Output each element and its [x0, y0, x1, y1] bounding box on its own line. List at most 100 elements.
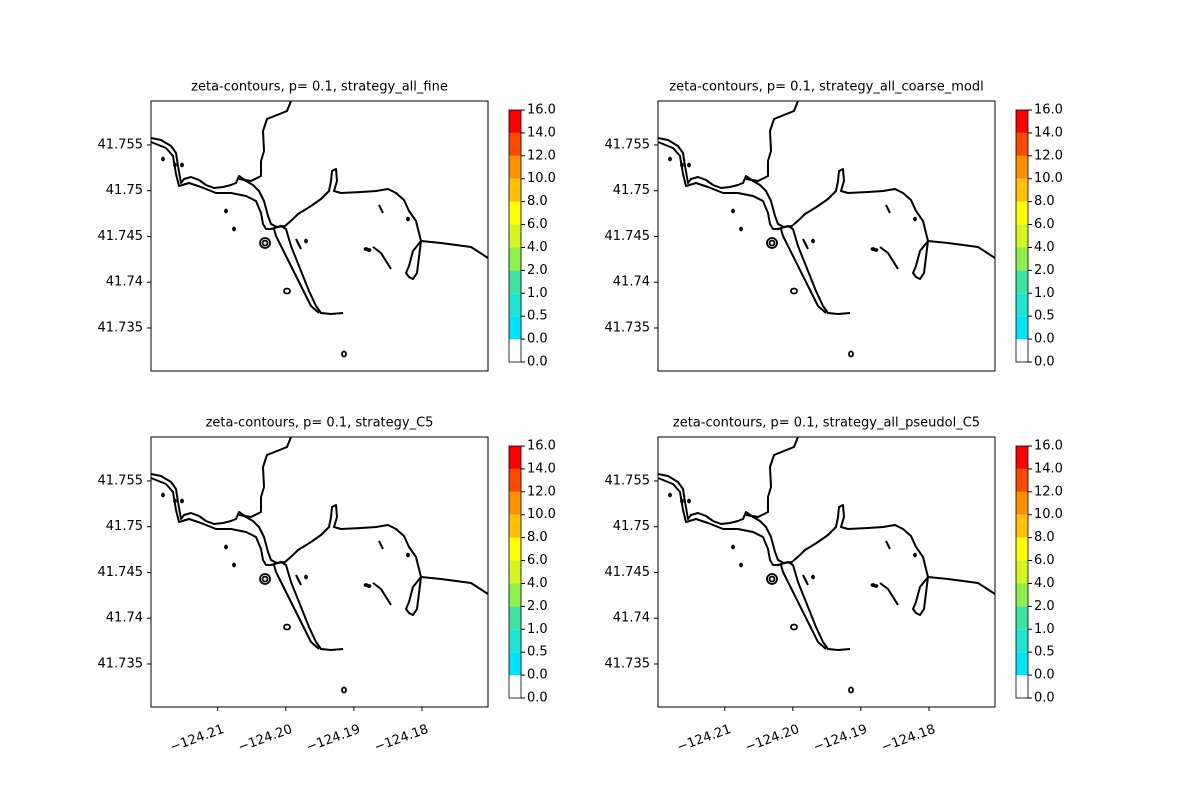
y-tick-label: 41.745	[605, 229, 651, 244]
plot-frame	[150, 100, 489, 372]
island	[739, 562, 743, 568]
coastline	[657, 436, 996, 694]
y-tick-label: 41.735	[605, 656, 651, 671]
colorbar-band	[1016, 339, 1028, 362]
colorbar-tick-label: 10.0	[527, 171, 556, 186]
colorbar-band	[1016, 560, 1028, 584]
colorbar-tick-label: 1.0	[527, 622, 548, 637]
colorbar-frame	[508, 445, 522, 699]
coast-line	[150, 137, 489, 259]
colorbar-tick-label: 1.0	[1034, 622, 1055, 637]
colorbar-tick-label: 16.0	[527, 103, 556, 118]
colorbar-band	[1016, 132, 1028, 156]
x-tick-label: −124.18	[879, 722, 937, 755]
colorbar-tick-label: 2.0	[1034, 599, 1055, 614]
colorbar-band	[1016, 491, 1028, 515]
coastline	[657, 100, 996, 358]
island	[687, 498, 691, 504]
coast-line	[657, 141, 851, 315]
colorbar-band	[1016, 201, 1028, 225]
colorbar-tick-label: 16.0	[1034, 439, 1063, 454]
colorbar-band	[1016, 514, 1028, 538]
colorbar-band	[1016, 155, 1028, 179]
island	[304, 238, 308, 244]
colorbar-tick-label: 6.0	[1034, 553, 1055, 568]
colorbar-tick-label: 8.0	[527, 530, 548, 545]
coast-line	[780, 228, 827, 314]
island	[224, 544, 228, 550]
island	[668, 156, 672, 162]
subplot: zeta-contours, p= 0.1, strategy_C5 41.735…	[98, 416, 556, 756]
colorbar-band	[509, 293, 521, 317]
colorbar-band	[509, 201, 521, 225]
island	[261, 575, 269, 583]
coastline	[150, 100, 489, 358]
colorbar-tick-label: 6.0	[1034, 217, 1055, 232]
y-tick-label: 41.755	[605, 137, 651, 152]
y-tick-label: 41.74	[613, 275, 650, 290]
island	[811, 574, 815, 580]
coast-line	[885, 204, 891, 214]
coast-line	[150, 141, 344, 315]
coast-line	[657, 137, 996, 259]
colorbar-tick-label: 16.0	[1034, 103, 1063, 118]
island	[731, 208, 735, 214]
y-tick-label: 41.745	[605, 565, 651, 580]
colorbar-tick-label: 12.0	[1034, 148, 1063, 163]
coast-line	[879, 246, 899, 270]
colorbar-band	[509, 316, 521, 340]
island	[366, 248, 372, 252]
coast-line	[802, 574, 809, 586]
island	[790, 287, 798, 295]
colorbar-tick-label: 0.0	[1034, 355, 1055, 370]
x-tick-label: −124.19	[811, 722, 869, 755]
island	[232, 226, 236, 232]
island	[731, 544, 735, 550]
island	[341, 686, 347, 694]
island	[232, 562, 236, 568]
colorbar-tick-label: 4.0	[1034, 576, 1055, 591]
coast-line	[405, 576, 422, 616]
colorbar-tick-label: 6.0	[527, 217, 548, 232]
colorbar-tick-label: 2.0	[1034, 263, 1055, 278]
island	[283, 623, 291, 631]
colorbar-tick-label: 10.0	[1034, 507, 1063, 522]
coast-line	[273, 564, 320, 650]
island	[283, 287, 291, 295]
colorbar-tick-label: 14.0	[1034, 125, 1063, 140]
y-tick-label: 41.74	[106, 611, 143, 626]
colorbar-band	[509, 629, 521, 653]
y-tick-label: 41.74	[613, 611, 650, 626]
colorbar-band	[509, 155, 521, 179]
colorbar-band	[1016, 247, 1028, 271]
colorbar-band	[509, 178, 521, 202]
island	[873, 584, 879, 588]
y-tick-label: 41.75	[613, 183, 650, 198]
colorbar-band	[509, 132, 521, 156]
subplot: zeta-contours, p= 0.1, strategy_all_coar…	[605, 80, 1063, 372]
island	[173, 498, 177, 504]
coast-line	[405, 240, 422, 280]
colorbar-band	[1016, 270, 1028, 294]
colorbar-tick-label: 0.0	[527, 668, 548, 683]
island	[768, 239, 776, 247]
island	[259, 573, 271, 585]
colorbar-tick-label: 0.0	[1034, 668, 1055, 683]
colorbar-band	[1016, 110, 1028, 133]
subplot: zeta-contours, p= 0.1, strategy_all_fine…	[98, 80, 556, 372]
colorbar-band	[509, 537, 521, 561]
colorbar-band	[1016, 629, 1028, 653]
colorbar-tick-label: 0.0	[1034, 332, 1055, 347]
y-tick-label: 41.745	[98, 229, 144, 244]
y-tick-label: 41.735	[98, 656, 144, 671]
y-tick-label: 41.755	[98, 473, 144, 488]
island	[848, 686, 854, 694]
x-tick-label: −124.19	[304, 722, 362, 755]
colorbar-band	[1016, 293, 1028, 317]
colorbar-tick-label: 0.5	[1034, 645, 1055, 660]
colorbar-band	[1016, 537, 1028, 561]
island	[224, 208, 228, 214]
colorbar-band	[1016, 652, 1028, 676]
island	[173, 162, 177, 168]
